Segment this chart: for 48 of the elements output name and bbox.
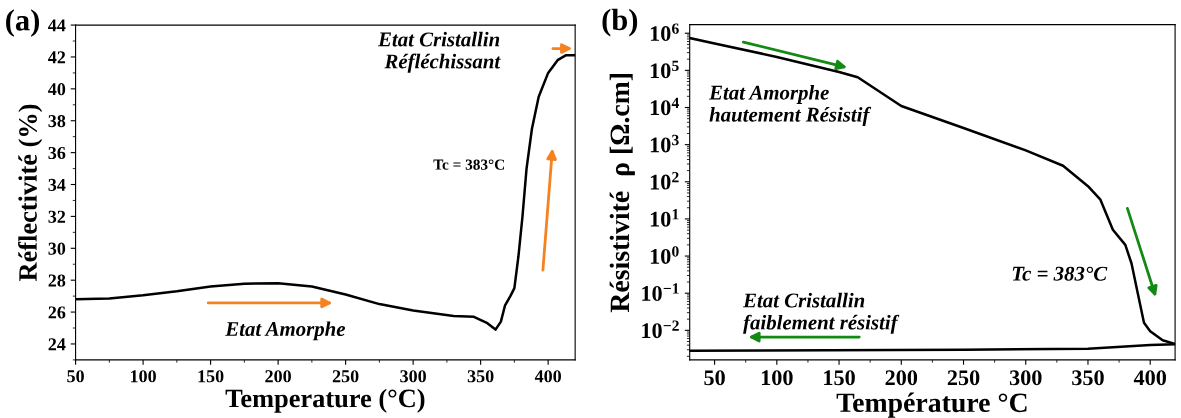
x-tick-label: 300 <box>400 370 426 383</box>
x-tick-label: 250 <box>332 370 359 383</box>
y-tick-label: 36 <box>48 146 66 160</box>
y-tick-label: 24 <box>48 338 66 351</box>
x-tick-label: 50 <box>704 370 725 386</box>
y-tick-label: 10$^{5}$ <box>650 60 679 79</box>
annotation: Etat Cristallin faiblement résistif <box>742 292 900 334</box>
y-axis-title: Résistivité ρ [Ω.cm] <box>609 73 635 313</box>
y-tick-label: 26 <box>48 306 66 319</box>
x-tick-label: 200 <box>265 370 291 383</box>
y-tick-label: 10$^{6}$ <box>650 23 679 42</box>
x-tick-label: 350 <box>467 370 494 383</box>
annotation: Tc = 383°C <box>1012 266 1108 281</box>
annotation: Etat Amorphe <box>225 321 346 341</box>
y-tick-label: 10$^{4}$ <box>650 97 679 116</box>
x-tick-label: 400 <box>534 370 561 383</box>
y-tick-label: 10$^{−2}$ <box>642 320 679 339</box>
y-tick-label: 34 <box>48 178 66 191</box>
chart-title: (b) <box>602 8 638 37</box>
chart-title: (a) <box>6 9 40 37</box>
x-tick-label: 300 <box>1009 370 1042 386</box>
x-tick-label: 150 <box>198 370 224 383</box>
x-tick-label: 250 <box>947 370 980 386</box>
x-tick-label: 400 <box>1133 370 1167 386</box>
x-tick-label: 50 <box>67 370 84 383</box>
annotation: Etat Cristallin Réfléchissant <box>377 31 501 73</box>
x-tick-label: 350 <box>1072 370 1104 386</box>
y-tick-label: 38 <box>48 115 66 128</box>
y-tick-label: 28 <box>48 274 66 287</box>
y-tick-label: 32 <box>48 210 66 223</box>
y-tick-label: 10$^{−1}$ <box>642 283 679 301</box>
y-tick-label: 10$^{3}$ <box>650 134 679 153</box>
x-tick-label: 100 <box>761 370 793 386</box>
annotation: Tc = 383°C <box>433 159 505 170</box>
y-tick-label: 10$^{1}$ <box>650 209 679 227</box>
y-tick-label: 30 <box>48 242 66 255</box>
x-tick-label: 100 <box>131 370 156 383</box>
x-tick-label: 200 <box>885 370 918 386</box>
annotation: Etat Amorphe hautement Résistif <box>708 85 872 126</box>
y-tick-label: 10$^{2}$ <box>650 171 679 190</box>
x-axis-title: Température °C <box>836 392 1027 418</box>
y-tick-label: 44 <box>48 19 66 32</box>
y-tick-label: 42 <box>48 51 66 64</box>
y-tick-label: 10$^{0}$ <box>650 246 679 264</box>
x-axis-title: Temperature (°C) <box>225 388 425 413</box>
x-tick-label: 150 <box>824 370 855 386</box>
y-tick-label: 40 <box>48 83 66 96</box>
y-axis-title: Réflectivité (%) <box>18 104 43 282</box>
